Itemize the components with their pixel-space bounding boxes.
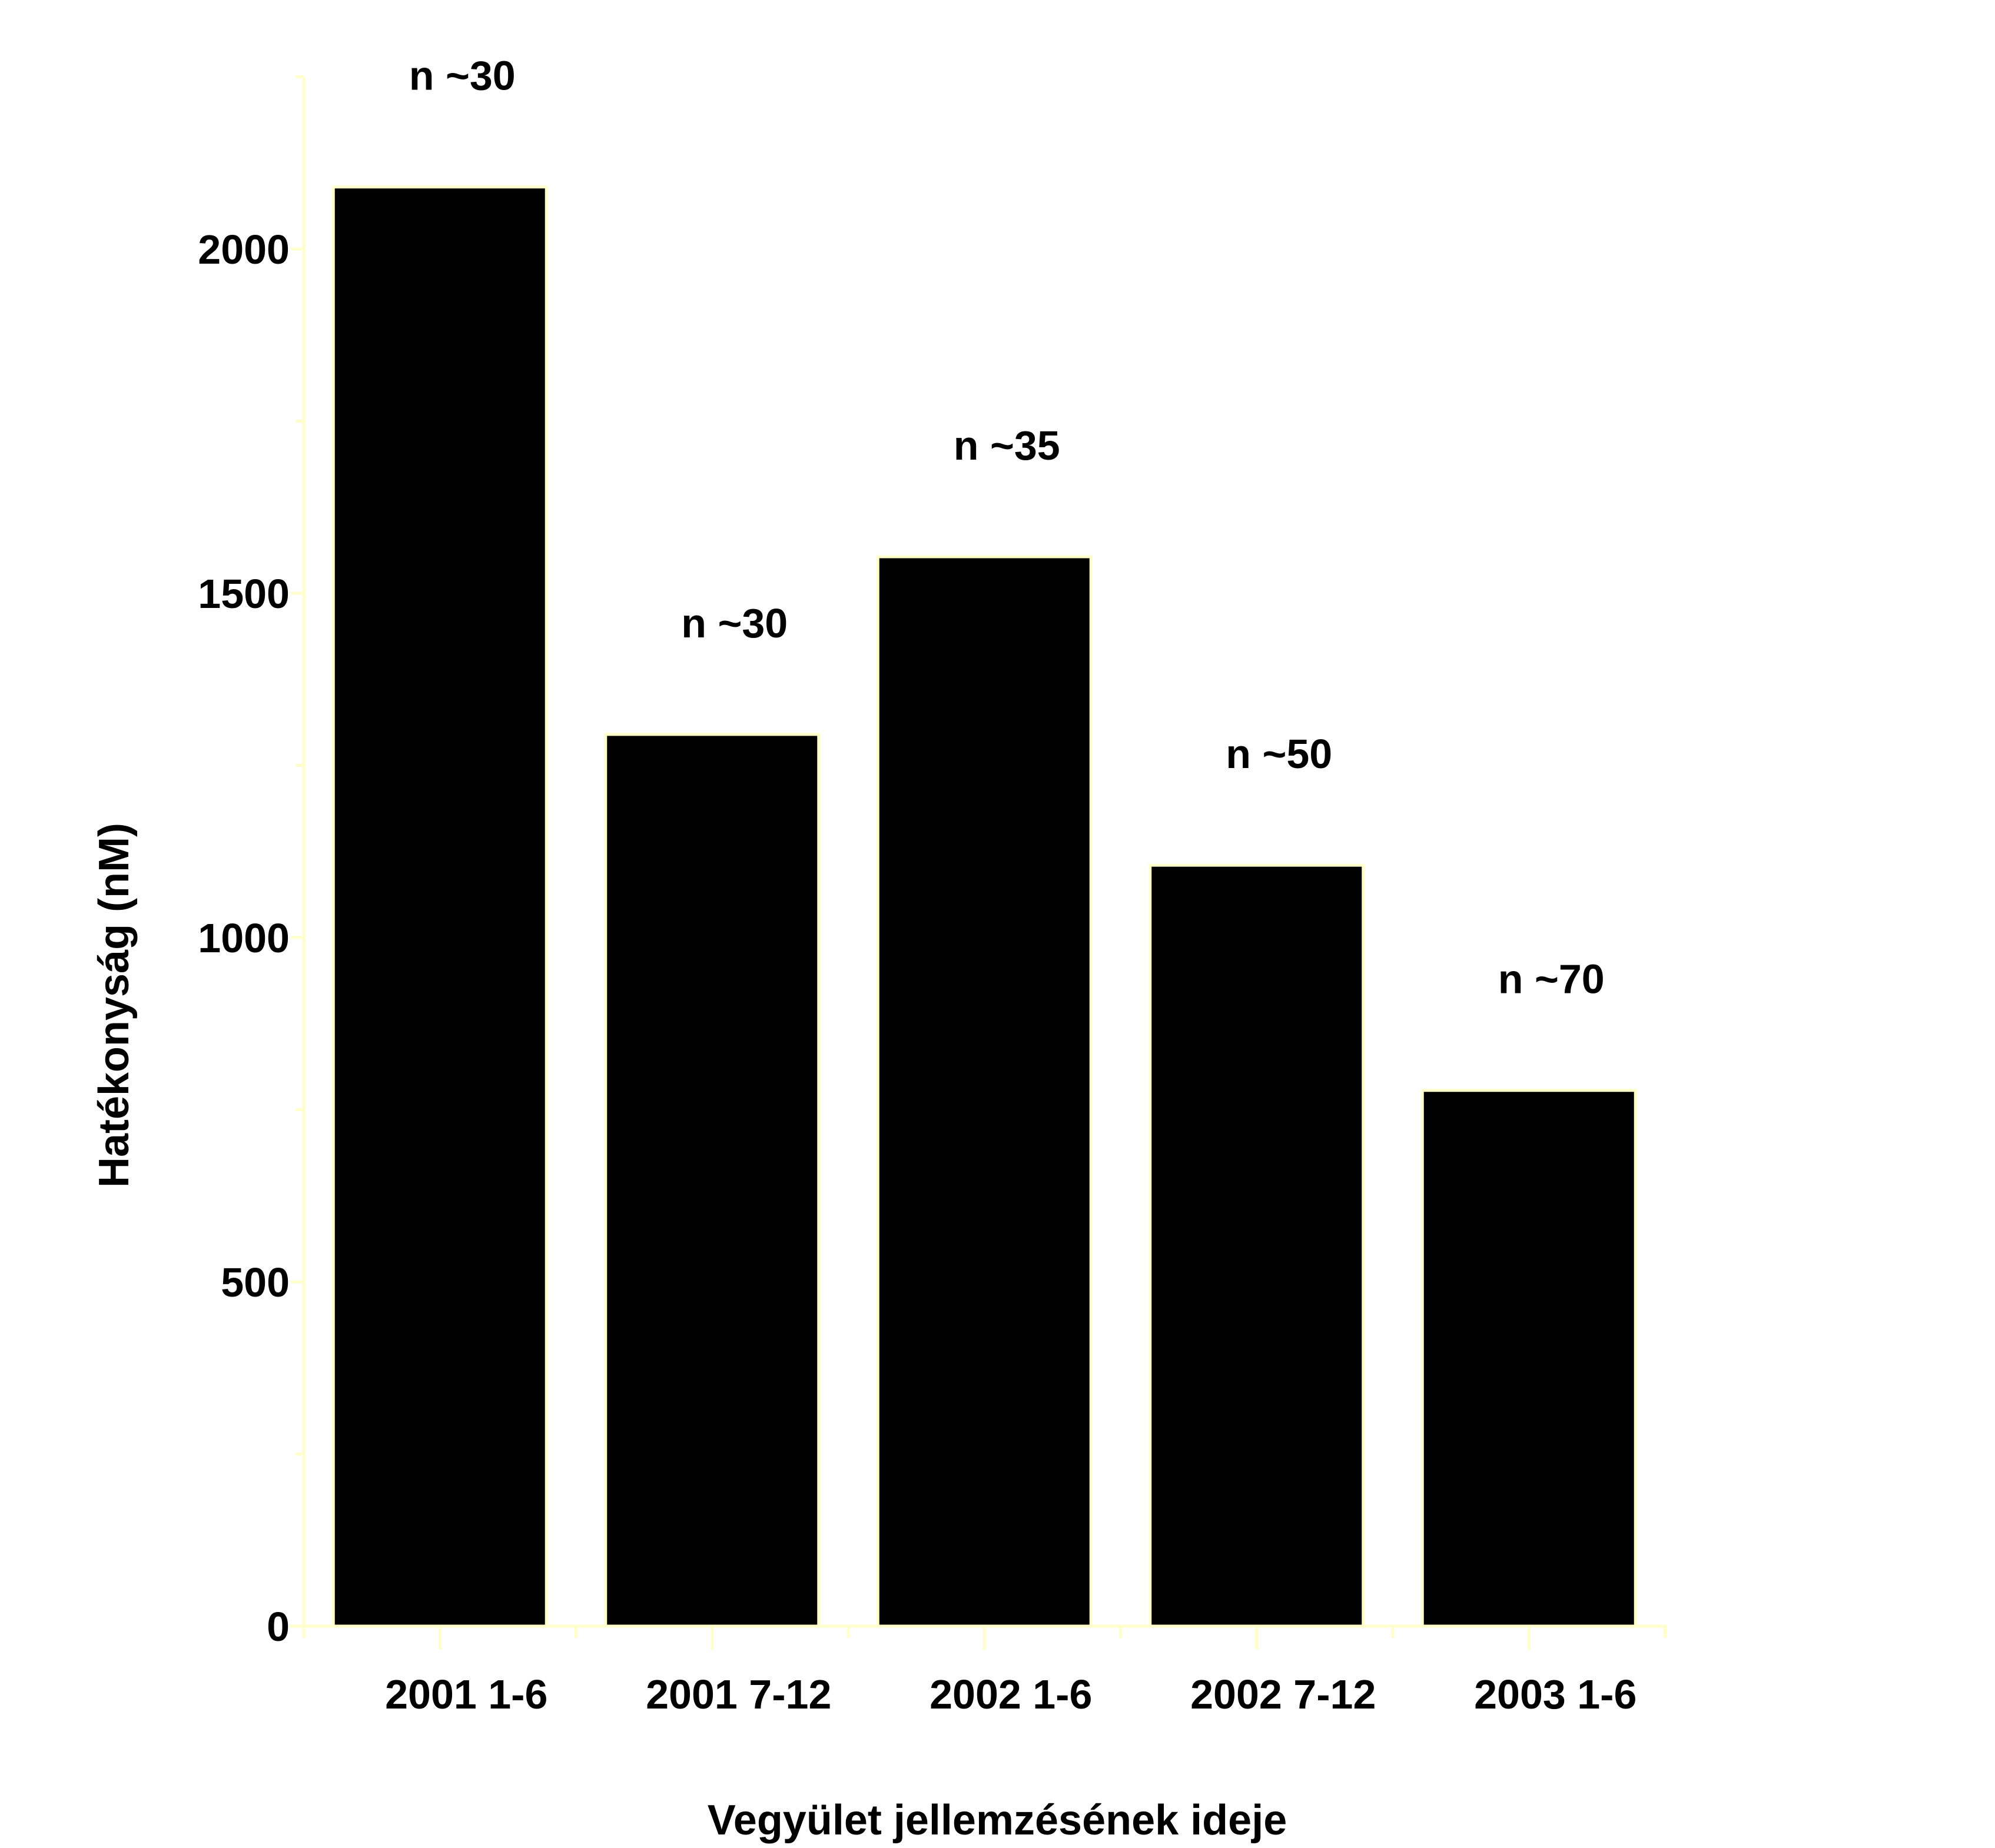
x-tick-label: 2002 7-12 xyxy=(1190,1671,1376,1717)
bar-annotation: n ~70 xyxy=(1498,956,1605,1002)
x-tick-label: 2001 1-6 xyxy=(385,1671,547,1717)
bar-2001-1-6 xyxy=(331,185,548,1628)
y-tick-label: 1000 xyxy=(198,915,290,961)
y-tick-label: 2000 xyxy=(198,227,290,272)
y-tick-label: 1500 xyxy=(198,571,290,617)
bar-annotation: n ~35 xyxy=(954,423,1060,468)
bar-2001-7-12 xyxy=(604,733,821,1628)
y-tick-label: 500 xyxy=(221,1259,290,1305)
bar-annotation: n ~50 xyxy=(1226,731,1332,777)
x-tick-label: 2002 1-6 xyxy=(930,1671,1092,1717)
bar-2003-1-6 xyxy=(1420,1089,1637,1628)
x-tick-label: 2001 7-12 xyxy=(646,1671,831,1717)
labels: 0 500 1000 1500 2000 2001 1-6 n ~30 2001 7-12 n … xyxy=(198,53,1637,1717)
bars xyxy=(331,185,1637,1628)
y-axis-title: Hatékonyság (nM) xyxy=(91,823,138,1188)
bar-2002-7-12 xyxy=(1148,863,1365,1628)
bar-annotation: n ~30 xyxy=(681,600,788,646)
bar-2002-1-6 xyxy=(876,555,1093,1628)
y-tick-label: 0 xyxy=(267,1604,290,1650)
bar-annotation: n ~30 xyxy=(409,53,516,99)
x-tick-label: 2003 1-6 xyxy=(1474,1671,1637,1717)
x-axis-title: Vegyület jellemzésének ideje xyxy=(708,1797,1287,1844)
